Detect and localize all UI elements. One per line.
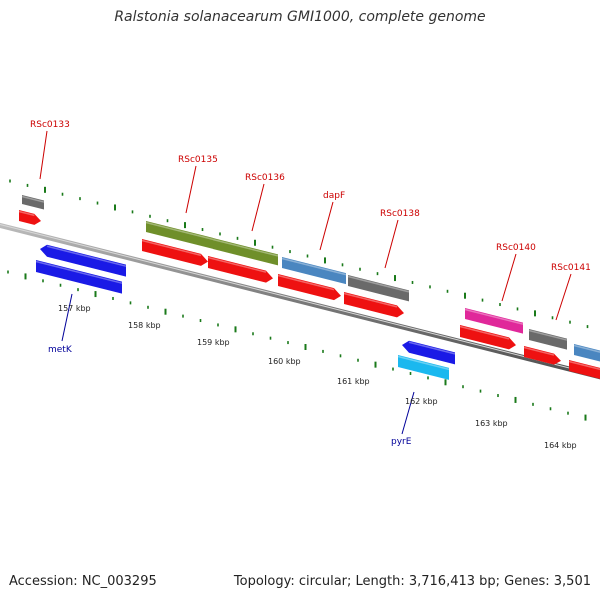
gene-label-RSc0136: RSc0136 (245, 173, 285, 183)
leader-RSc0140 (501, 253, 517, 302)
genome-summary-text: Topology: circular; Length: 3,716,413 bp… (233, 574, 591, 589)
gene-RSc0136-box-shine (212, 238, 279, 257)
gene-RSc0140-arrow (460, 325, 516, 350)
gene-metK-arrow-shine (46, 245, 127, 267)
gene-RSc0135-arrow (142, 239, 208, 266)
kbp-label-162: 162 kbp (405, 397, 438, 406)
gene-pyrE-box-shine (397, 355, 450, 371)
gene-next-arrow (569, 360, 600, 379)
kbp-label-158: 158 kbp (128, 321, 161, 330)
gene-RSc0133-box (22, 195, 44, 210)
gene-dapF-arrow (278, 274, 341, 301)
gene-pyrE-box (398, 355, 449, 380)
leader-RSc0141 (555, 273, 572, 321)
gene-pyrE-arrow-shine (408, 341, 456, 355)
gene-dapF-box-shine (281, 257, 347, 276)
leader-RSc0136 (251, 183, 265, 232)
tick-row-top (9, 179, 589, 329)
leader-RSc0135 (185, 165, 197, 214)
kbp-label-163: 163 kbp (475, 419, 508, 428)
gene-RSc0136-box (213, 238, 278, 266)
tick-row-bottom (7, 270, 587, 421)
gene-features (18, 195, 600, 380)
kbp-label-157: 157 kbp (58, 304, 91, 313)
gene-RSc0141-arrow (524, 346, 561, 365)
gene-RSc0138-arrow-shine (343, 292, 398, 308)
kbp-label-159: 159 kbp (197, 338, 230, 347)
gene-metK-arrow (40, 244, 126, 277)
gene-RSc0140-arrow-shine (459, 325, 510, 340)
gene-dapF-arrow-shine (277, 274, 335, 291)
gene-RSc0135-box-shine (145, 221, 214, 241)
gene-RSc0133-box-shine (21, 195, 45, 203)
gene-RSc0140-box-shine (464, 308, 524, 325)
gene-RSc0135-box (146, 221, 213, 249)
gene-dapF-box (282, 257, 346, 285)
gene-RSc0136-arrow-shine (207, 256, 267, 273)
gene-RSc0138-box-shine (347, 275, 410, 293)
gene-RSc0135-arrow-shine (141, 239, 202, 257)
gene-RSc0141-box-shine (528, 329, 568, 341)
gene-pyrE-arrow (402, 340, 455, 365)
leader-RSc0138 (384, 219, 399, 269)
gene-RSc0140-box (465, 308, 523, 334)
gene-RSc0133-strand (19, 210, 41, 225)
gene-label-RSc0140: RSc0140 (496, 243, 536, 253)
gene-metK-box (36, 260, 122, 294)
gene-RSc0138-arrow (344, 292, 404, 318)
label-leader-lines (39, 130, 572, 435)
gene-label-RSc0135: RSc0135 (178, 155, 218, 165)
gene-label-pyrE: pyrE (391, 437, 412, 447)
leader-pyrE (401, 391, 415, 435)
accession-text: Accession: NC_003295 (9, 574, 157, 589)
genome-backbone (0, 222, 600, 380)
gene-metK-box-shine (35, 260, 123, 284)
gene-RSc0133-strand-shine (18, 210, 35, 217)
gene-next-box (574, 344, 600, 362)
map-title: Ralstonia solanacearum GMI1000, complete… (114, 9, 486, 25)
genome-backbone-highlight (0, 223, 600, 377)
gene-RSc0136-arrow (208, 256, 273, 283)
leader-RSc0133 (39, 130, 48, 180)
gene-label-metK: metK (48, 345, 73, 355)
gene-label-RSc0133: RSc0133 (30, 120, 70, 130)
kbp-label-160: 160 kbp (268, 357, 301, 366)
gene-label-RSc0138: RSc0138 (380, 209, 420, 219)
gene-RSc0138-box (348, 275, 409, 302)
gene-RSc0141-arrow-shine (523, 346, 555, 356)
leader-dapF (319, 201, 334, 251)
gene-label-dapF: dapF (323, 191, 345, 201)
kbp-label-161: 161 kbp (337, 377, 370, 386)
gene-label-RSc0141: RSc0141 (551, 263, 591, 273)
gene-RSc0141-box (529, 329, 567, 350)
kbp-label-164: 164 kbp (544, 441, 577, 450)
gene-next-arrow-shine (568, 360, 600, 371)
leader-metK (61, 293, 73, 342)
